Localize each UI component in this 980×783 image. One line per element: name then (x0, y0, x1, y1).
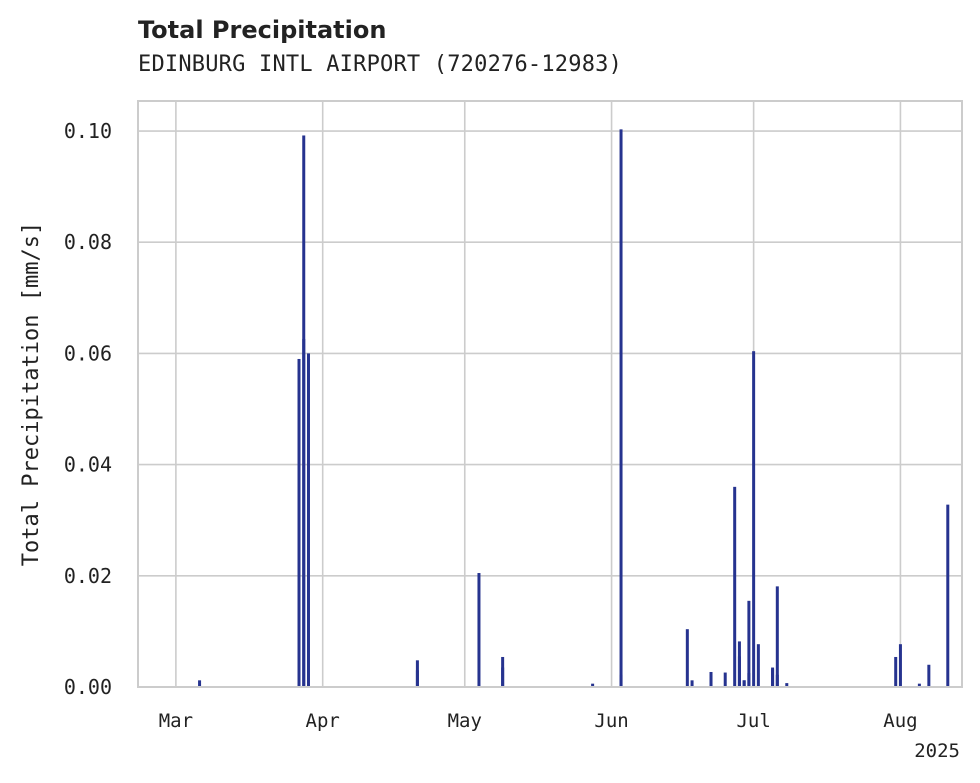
plot-frame (137, 100, 963, 688)
precipitation-bar (297, 358, 301, 687)
precipitation-bar (415, 670, 419, 687)
x-axis-year-label: 2025 (914, 740, 960, 762)
precipitation-bar (477, 573, 481, 687)
x-tick-label: Mar (159, 710, 193, 732)
y-axis-ticks: 0.00 0.02 0.04 0.06 0.08 0.10 (64, 119, 112, 699)
precipitation-bar (198, 680, 202, 687)
y-tick-label: 0.00 (64, 675, 112, 699)
x-tick-label: Apr (306, 710, 340, 732)
precipitation-bar (785, 683, 789, 687)
precipitation-bar (733, 486, 737, 687)
y-tick-label: 0.08 (64, 230, 112, 254)
precipitation-bar (747, 600, 751, 687)
y-tick-label: 0.06 (64, 341, 112, 365)
precipitation-bar (771, 667, 775, 687)
precipitation-bar (946, 504, 950, 687)
precipitation-bar (709, 674, 713, 687)
y-tick-label: 0.04 (64, 453, 112, 477)
precipitation-bar (747, 673, 751, 687)
precipitation-bar (685, 629, 689, 687)
precipitation-bar (752, 351, 756, 687)
precipitation-bar (619, 674, 623, 687)
precipitation-bar (927, 664, 931, 687)
precipitation-bar (619, 129, 623, 687)
precipitation-bar (894, 656, 898, 687)
precipitation-bar (723, 672, 727, 687)
y-tick-label: 0.02 (64, 564, 112, 588)
grid-lines (138, 101, 962, 688)
y-axis-label: Total Precipitation [mm/s] (19, 222, 44, 566)
precipitation-bar (742, 680, 746, 687)
precipitation-bar (591, 683, 595, 687)
x-tick-label: Jun (594, 710, 628, 732)
precipitation-bar (775, 586, 779, 687)
x-tick-label: Jul (736, 710, 770, 732)
precipitation-bar (501, 667, 505, 687)
precipitation-bar (737, 656, 741, 687)
y-tick-label: 0.10 (64, 119, 112, 143)
precipitation-bar (756, 644, 760, 687)
precipitation-bar (898, 644, 902, 687)
bar-series (198, 129, 950, 687)
precipitation-bar (775, 674, 779, 687)
precipitation-bar (306, 353, 310, 687)
precipitation-bar (302, 135, 306, 687)
x-tick-label: Aug (883, 710, 917, 732)
precipitation-bar (690, 680, 694, 687)
chart-title: Total Precipitation (138, 16, 387, 44)
chart-subtitle: EDINBURG INTL AIRPORT (720276-12983) (138, 52, 623, 77)
precipitation-bar (917, 683, 921, 687)
x-axis-ticks: Mar Apr May Jun Jul Aug (159, 710, 918, 732)
x-tick-label: May (448, 710, 482, 732)
